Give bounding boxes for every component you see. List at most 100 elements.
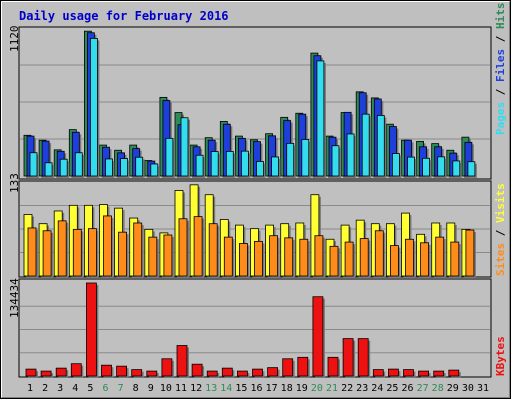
sites-bar-day-20 bbox=[314, 235, 324, 277]
svg-text:Sites / Visits: Sites / Visits bbox=[494, 183, 507, 276]
sites-bar-day-11 bbox=[178, 218, 188, 277]
chart-title: Daily usage for February 2016 bbox=[19, 9, 229, 23]
pages-bar-day-7 bbox=[120, 158, 128, 177]
x-tick-label-day-12: 12 bbox=[190, 383, 202, 394]
kbytes-bar-day-13 bbox=[206, 370, 218, 377]
sites-bar-day-1 bbox=[27, 227, 37, 277]
kbytes-bar-day-28 bbox=[433, 370, 445, 377]
x-tick-label-day-23: 23 bbox=[356, 383, 368, 394]
pages-bar-day-14 bbox=[225, 151, 234, 177]
sites-bar-day-24 bbox=[374, 230, 384, 277]
pages-bar-day-11 bbox=[180, 117, 189, 177]
kbytes-bar-day-7 bbox=[116, 365, 127, 377]
kbytes-bar-day-15 bbox=[236, 370, 248, 377]
kbytes-bar-day-5 bbox=[86, 282, 97, 377]
hits-y-tick-label: 1120 bbox=[8, 26, 21, 53]
pages-bar-day-16 bbox=[256, 161, 264, 177]
sites-bar-day-23 bbox=[359, 238, 369, 277]
sites-bar-day-17 bbox=[269, 235, 279, 277]
kbytes-bar-day-29 bbox=[448, 369, 460, 377]
kbytes-bar-day-17 bbox=[267, 367, 279, 377]
pages-bar-day-8 bbox=[135, 156, 144, 177]
sites-bar-day-28 bbox=[435, 236, 445, 277]
pages-bar-day-9 bbox=[150, 163, 159, 177]
kbytes-bar-day-19 bbox=[297, 356, 309, 377]
pages-bar-day-13 bbox=[210, 151, 219, 177]
kbytes-y-tick-label: 134434 bbox=[8, 278, 21, 318]
legend-kbytes: KBytes bbox=[494, 336, 507, 376]
kbytes-bar-day-23 bbox=[357, 338, 369, 377]
x-tick-label-day-6: 6 bbox=[102, 383, 108, 394]
sites-bar-day-12 bbox=[193, 216, 203, 277]
x-tick-label-day-4: 4 bbox=[72, 383, 78, 394]
sites-bar-day-30 bbox=[465, 229, 475, 277]
x-tick-label-day-19: 19 bbox=[296, 383, 308, 394]
legend-pages: Pages bbox=[494, 102, 507, 135]
kbytes-bar-day-9 bbox=[146, 370, 158, 377]
legend-sites: Sites bbox=[494, 243, 507, 276]
sites-bar-day-7 bbox=[118, 231, 127, 277]
pages-bar-day-10 bbox=[165, 137, 174, 177]
pages-bar-day-23 bbox=[361, 113, 370, 177]
x-tick-label-day-10: 10 bbox=[160, 383, 172, 394]
sites-bar-day-29 bbox=[450, 241, 460, 277]
x-tick-label-day-20: 20 bbox=[311, 383, 323, 394]
sites-bar-day-18 bbox=[284, 237, 294, 277]
kbytes-bar-day-8 bbox=[131, 369, 143, 377]
x-tick-label-day-29: 29 bbox=[447, 383, 459, 394]
pages-bar-day-30 bbox=[467, 161, 476, 177]
pages-bar-day-29 bbox=[452, 160, 461, 177]
kbytes-bar-day-26 bbox=[403, 369, 414, 377]
x-tick-label-day-16: 16 bbox=[250, 383, 262, 394]
pages-bar-day-25 bbox=[391, 153, 400, 177]
sites-bar-day-10 bbox=[163, 234, 173, 277]
pages-bar-day-2 bbox=[44, 162, 53, 177]
kbytes-bar-day-10 bbox=[161, 358, 173, 377]
kbytes-bar-day-1 bbox=[25, 368, 37, 377]
pages-bar-day-26 bbox=[407, 156, 415, 177]
kbytes-bar-day-27 bbox=[418, 370, 430, 377]
sites-bar-day-22 bbox=[344, 241, 354, 277]
pages-bar-day-24 bbox=[376, 115, 385, 177]
x-tick-label-day-17: 17 bbox=[266, 383, 278, 394]
sites-bar-day-4 bbox=[72, 228, 82, 277]
pages-bar-day-18 bbox=[286, 142, 295, 177]
pages-bar-day-6 bbox=[105, 158, 113, 177]
kbytes-bar-day-25 bbox=[387, 368, 399, 377]
x-tick-label-day-31: 31 bbox=[477, 383, 489, 394]
pages-bar-day-20 bbox=[316, 60, 325, 177]
sites-bar-day-21 bbox=[329, 245, 339, 277]
x-tick-label-day-30: 30 bbox=[462, 383, 474, 394]
x-tick-label-day-8: 8 bbox=[133, 383, 139, 394]
pages-bar-day-28 bbox=[437, 156, 446, 177]
kbytes-bar-day-11 bbox=[176, 345, 188, 377]
sites-bar-day-8 bbox=[133, 222, 143, 277]
pages-bar-day-4 bbox=[74, 152, 83, 177]
x-tick-label-day-18: 18 bbox=[281, 383, 293, 394]
sites-bar-day-6 bbox=[103, 215, 112, 277]
x-tick-label-day-5: 5 bbox=[87, 383, 93, 394]
kbytes-bar-day-4 bbox=[70, 363, 82, 377]
legend-files: Files bbox=[494, 49, 507, 82]
kbytes-bar-day-16 bbox=[252, 368, 263, 377]
svg-text:Pages / Files / Hits: Pages / Files / Hits bbox=[494, 3, 507, 136]
sites-bar-day-16 bbox=[254, 240, 263, 277]
sites-bar-day-27 bbox=[420, 242, 430, 277]
pages-bar-day-3 bbox=[59, 158, 68, 177]
sites-bar-day-9 bbox=[148, 236, 158, 277]
kbytes-bar-day-3 bbox=[55, 367, 67, 377]
kbytes-bar-day-20 bbox=[312, 296, 324, 377]
kbytes-bar-day-22 bbox=[342, 338, 354, 377]
kbytes-bar-day-12 bbox=[191, 363, 203, 377]
pages-bar-day-17 bbox=[271, 156, 280, 177]
visits-y-tick-label: 133 bbox=[8, 173, 21, 193]
kbytes-bar-day-18 bbox=[282, 358, 294, 377]
pages-bar-day-1 bbox=[29, 152, 38, 177]
x-tick-label-day-25: 25 bbox=[386, 383, 398, 394]
kbytes-bar-day-6 bbox=[101, 364, 112, 377]
x-tick-label-day-14: 14 bbox=[220, 383, 232, 394]
pages-bar-day-21 bbox=[331, 145, 340, 177]
x-tick-label-day-15: 15 bbox=[235, 383, 247, 394]
kbytes-bar-day-14 bbox=[221, 367, 233, 377]
